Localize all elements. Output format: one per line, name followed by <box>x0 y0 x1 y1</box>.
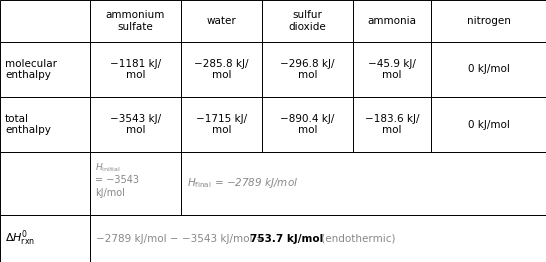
Text: −890.4 kJ/
mol: −890.4 kJ/ mol <box>280 114 335 135</box>
Text: −3543 kJ/
mol: −3543 kJ/ mol <box>110 114 161 135</box>
Text: −183.6 kJ/
mol: −183.6 kJ/ mol <box>365 114 419 135</box>
Bar <box>262 0 353 42</box>
Bar <box>0 42 90 97</box>
Bar <box>262 97 353 152</box>
Bar <box>90 42 181 97</box>
Bar <box>90 97 181 152</box>
Bar <box>431 0 546 42</box>
Bar <box>353 42 431 97</box>
Bar <box>90 152 181 215</box>
Text: molecular
enthalpy: molecular enthalpy <box>5 59 57 80</box>
Text: −2789 kJ/mol − −3543 kJ/mol =: −2789 kJ/mol − −3543 kJ/mol = <box>96 233 268 243</box>
Text: $H_\mathrm{final}$ = −2789 kJ/mol: $H_\mathrm{final}$ = −2789 kJ/mol <box>187 177 298 190</box>
Text: ammonia: ammonia <box>367 16 417 26</box>
Text: 0 kJ/mol: 0 kJ/mol <box>467 64 509 74</box>
Text: nitrogen: nitrogen <box>467 16 511 26</box>
Bar <box>90 215 546 262</box>
Text: kJ/mol: kJ/mol <box>95 188 125 198</box>
Bar <box>0 152 90 215</box>
Text: $H_\mathrm{initial}$: $H_\mathrm{initial}$ <box>95 162 121 174</box>
Text: −1715 kJ/
mol: −1715 kJ/ mol <box>196 114 247 135</box>
Text: $\Delta H^0_\mathrm{rxn}$: $\Delta H^0_\mathrm{rxn}$ <box>5 229 35 248</box>
Bar <box>262 42 353 97</box>
Text: (endothermic): (endothermic) <box>318 233 395 243</box>
Bar <box>431 42 546 97</box>
Text: −45.9 kJ/
mol: −45.9 kJ/ mol <box>368 59 416 80</box>
Text: water: water <box>206 16 236 26</box>
Bar <box>353 97 431 152</box>
Bar <box>181 97 262 152</box>
Bar <box>0 215 90 262</box>
Bar <box>181 152 546 215</box>
Text: −1181 kJ/
mol: −1181 kJ/ mol <box>110 59 161 80</box>
Text: = −3543: = −3543 <box>95 175 139 185</box>
Text: sulfur
dioxide: sulfur dioxide <box>289 10 327 32</box>
Bar <box>0 97 90 152</box>
Bar <box>431 97 546 152</box>
Text: total
enthalpy: total enthalpy <box>5 114 51 135</box>
Text: 0 kJ/mol: 0 kJ/mol <box>467 119 509 129</box>
Bar <box>0 0 90 42</box>
Bar <box>181 0 262 42</box>
Bar <box>90 0 181 42</box>
Text: 753.7 kJ/mol: 753.7 kJ/mol <box>250 233 323 243</box>
Text: −285.8 kJ/
mol: −285.8 kJ/ mol <box>194 59 249 80</box>
Text: ammonium
sulfate: ammonium sulfate <box>106 10 165 32</box>
Bar <box>181 42 262 97</box>
Bar <box>353 0 431 42</box>
Text: −296.8 kJ/
mol: −296.8 kJ/ mol <box>280 59 335 80</box>
